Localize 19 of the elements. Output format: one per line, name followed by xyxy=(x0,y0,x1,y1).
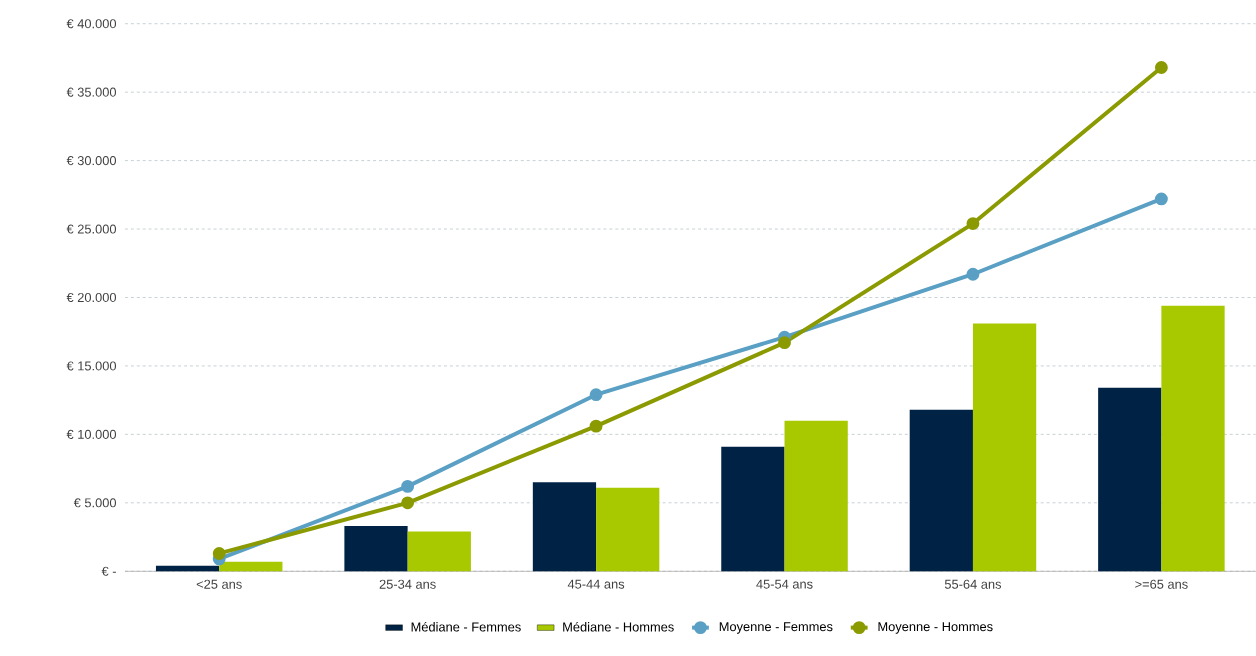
x-tick-label: 45-54 ans xyxy=(756,579,813,589)
y-tick-label: € 30.000 xyxy=(66,155,117,166)
y-tick-label: € 5.000 xyxy=(73,498,117,508)
y-tick-label: € 35.000 xyxy=(66,87,117,97)
legend-label: Moyenne - Femmes xyxy=(719,622,833,634)
x-tick-label: 45-44 ans xyxy=(567,579,625,589)
y-tick-label: € 40.000 xyxy=(66,19,117,29)
legend-label: Médiane - Femmes xyxy=(411,621,521,632)
x-tick-label: <25 ans xyxy=(196,579,242,589)
y-tick-label: € - xyxy=(101,566,116,576)
y-tick-label: € 10.000 xyxy=(66,429,117,439)
y-tick-label: € 15.000 xyxy=(66,361,117,371)
y-tick-label: € 20.000 xyxy=(66,292,117,302)
y-tick-label: € 25.000 xyxy=(66,224,117,234)
x-tick-label: 25-34 ans xyxy=(379,579,436,589)
x-tick-label: >=65 ans xyxy=(1135,579,1188,589)
legend-label: Moyenne - Hommes xyxy=(878,622,993,634)
legend-label: Médiane - Hommes xyxy=(563,621,674,632)
x-tick-label: 55-64 ans xyxy=(944,579,1002,589)
